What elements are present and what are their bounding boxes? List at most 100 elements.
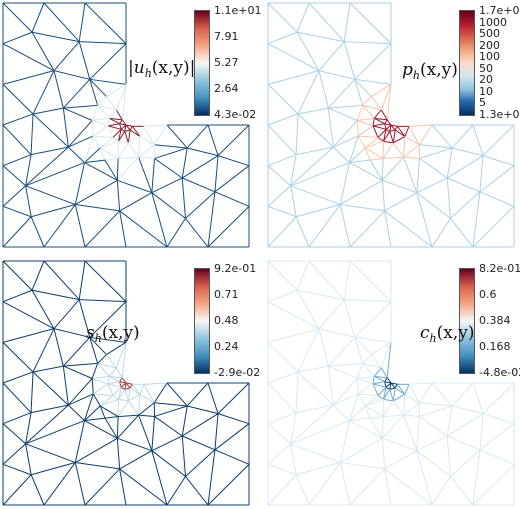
- mesh-edge: [431, 124, 453, 149]
- mesh-edge: [403, 156, 420, 159]
- mesh-edge: [119, 192, 153, 212]
- mesh-edge: [358, 383, 374, 395]
- mesh-edge: [91, 378, 94, 394]
- mesh-edge: [139, 136, 155, 146]
- mesh-edge: [354, 79, 364, 106]
- mesh-edge: [267, 260, 298, 291]
- mesh-edge: [119, 377, 123, 382]
- mesh-edge: [97, 354, 107, 364]
- mesh-edge: [99, 405, 106, 419]
- mesh-edge: [139, 126, 145, 137]
- mesh-edge: [385, 386, 391, 390]
- mesh-edge: [121, 84, 127, 120]
- mesh-edge: [365, 398, 384, 407]
- mesh-edge: [106, 354, 117, 369]
- mesh-edge: [63, 107, 93, 121]
- mesh-edge: [382, 387, 387, 400]
- mesh-edge: [151, 416, 156, 451]
- mesh-edge: [187, 405, 219, 415]
- mesh-edge: [119, 123, 127, 126]
- mesh-edge: [68, 146, 85, 163]
- mesh-edge: [207, 382, 219, 414]
- mesh-edge: [214, 155, 219, 192]
- mesh-edge: [318, 70, 355, 80]
- mesh-edge: [394, 125, 398, 131]
- mesh-edge: [119, 450, 153, 470]
- mesh-edge: [107, 125, 122, 130]
- mesh-edge: [354, 301, 392, 338]
- mesh-edge: [118, 414, 139, 418]
- mesh-edge: [369, 158, 384, 161]
- mesh-edge: [186, 124, 209, 149]
- mesh-edge: [383, 140, 394, 144]
- mesh-edge: [308, 260, 345, 300]
- mesh-edge: [408, 126, 420, 146]
- mesh-edge: [138, 394, 141, 416]
- mesh-edge: [138, 402, 155, 416]
- mesh-edge: [349, 417, 370, 422]
- mesh-edge: [267, 113, 299, 126]
- mesh-edge: [112, 386, 122, 396]
- mesh-edge: [479, 155, 484, 192]
- mesh-edge: [25, 443, 76, 464]
- mesh-edge: [125, 382, 133, 385]
- mesh-edge: [92, 378, 109, 385]
- mesh-edge: [364, 405, 371, 419]
- mesh-edge: [2, 113, 34, 126]
- mesh-edge: [115, 84, 127, 111]
- mesh-edge: [369, 159, 383, 181]
- mesh-edge: [267, 341, 299, 373]
- mesh-edge: [450, 449, 481, 477]
- mesh-edge: [381, 180, 386, 211]
- mesh-edge: [2, 423, 26, 445]
- mesh-edge: [357, 378, 374, 385]
- mesh-edge: [396, 383, 406, 395]
- mesh-edge: [120, 124, 127, 130]
- mesh-edge: [416, 435, 448, 452]
- mesh-edge: [128, 136, 141, 144]
- mesh-edge: [30, 404, 69, 414]
- mesh-edge: [384, 468, 392, 506]
- mesh-edge: [389, 131, 394, 143]
- mesh-edge: [318, 328, 355, 338]
- mesh-edge: [31, 204, 76, 218]
- mesh-edge: [30, 113, 34, 155]
- mesh-edge: [89, 301, 127, 338]
- mesh-edge: [115, 342, 127, 369]
- mesh-edge: [31, 289, 55, 329]
- mesh-edge: [182, 435, 216, 451]
- mesh-edge: [362, 363, 375, 377]
- colorbar-tick-label: 200: [479, 38, 500, 52]
- mesh-edge: [419, 144, 453, 149]
- mesh-edge: [118, 140, 129, 144]
- mesh-edge: [53, 70, 64, 109]
- mesh-edge: [349, 2, 392, 45]
- mesh-edge: [419, 147, 453, 159]
- colorbar-tick-label: 5: [479, 96, 486, 110]
- mesh-edge: [181, 435, 187, 477]
- mesh-edge: [404, 394, 420, 404]
- mesh-edge: [214, 413, 219, 450]
- mesh-edge: [403, 156, 418, 193]
- mesh-edge: [124, 129, 131, 132]
- mesh-edge: [106, 83, 127, 97]
- mesh-edge: [482, 155, 515, 167]
- mesh-edge: [479, 413, 484, 450]
- mesh-edge: [106, 341, 127, 355]
- colorbar-tick-label: -2.9e-02: [214, 366, 261, 379]
- mesh-edge: [138, 136, 141, 158]
- mesh-edge: [380, 367, 388, 379]
- mesh-edge: [112, 137, 119, 142]
- mesh-edge: [389, 129, 396, 132]
- mesh-edge: [119, 119, 123, 124]
- mesh-edge: [382, 389, 391, 400]
- mesh-edge: [74, 162, 85, 205]
- mesh-edge: [99, 147, 106, 161]
- mesh-edge: [382, 400, 394, 417]
- mesh-edge: [207, 463, 250, 506]
- mesh-edge: [408, 124, 433, 127]
- mesh-edge: [30, 146, 69, 156]
- mesh-edge: [383, 414, 404, 418]
- mesh-edge: [25, 420, 85, 445]
- mesh-edge: [408, 382, 433, 385]
